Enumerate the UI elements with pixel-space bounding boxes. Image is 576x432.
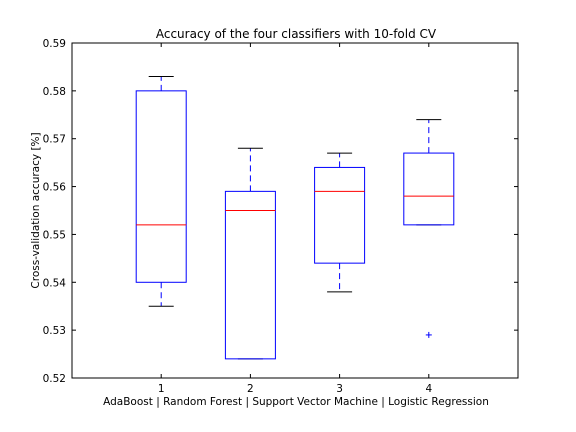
- y-axis-label: Cross-validation accuracy [%]: [30, 132, 42, 288]
- x-tick-label: 2: [247, 383, 254, 395]
- y-tick-label: 0.54: [43, 277, 67, 289]
- y-tick-label: 0.58: [43, 86, 66, 98]
- x-tick-label: 1: [158, 383, 165, 395]
- x-axis-label: AdaBoost | Random Forest | Support Vecto…: [103, 396, 489, 408]
- x-tick-label: 4: [425, 383, 432, 395]
- y-tick-label: 0.57: [43, 134, 66, 146]
- y-tick-label: 0.53: [43, 325, 66, 337]
- x-tick-label: 3: [336, 383, 343, 395]
- y-tick-label: 0.59: [43, 38, 66, 50]
- y-tick-label: 0.52: [43, 373, 66, 385]
- chart-title: Accuracy of the four classifiers with 10…: [156, 27, 437, 41]
- y-tick-label: 0.55: [43, 229, 66, 241]
- plot-area: [72, 43, 518, 378]
- y-tick-label: 0.56: [43, 182, 67, 194]
